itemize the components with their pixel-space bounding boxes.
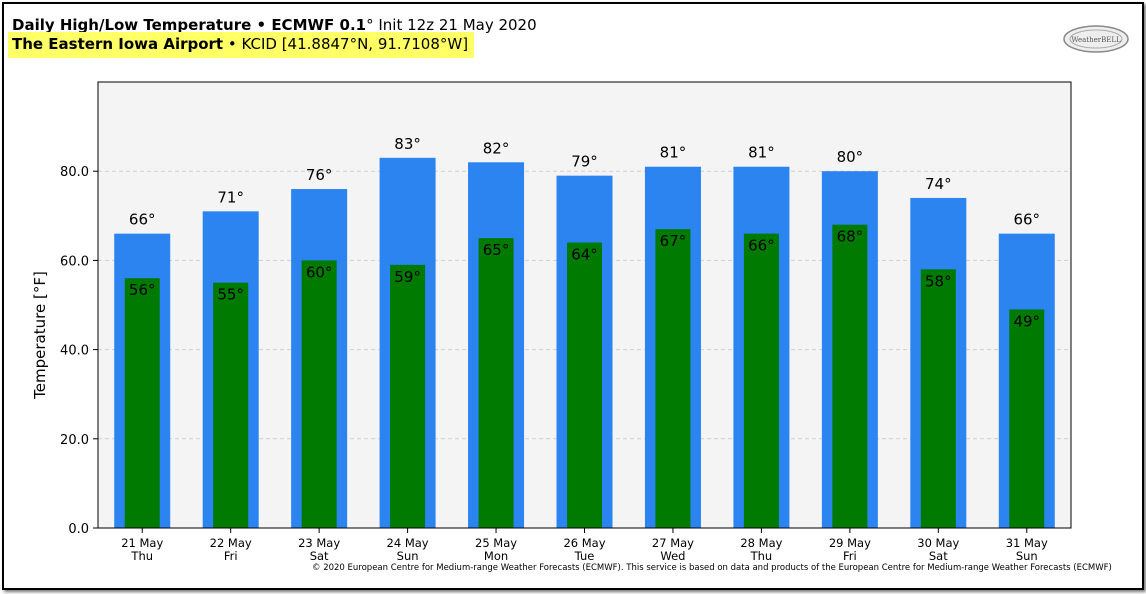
low-value-label: 55° — [217, 286, 244, 304]
location-label: The Eastern Iowa Airport • KCID [41.8847… — [8, 32, 475, 58]
high-value-label: 81° — [660, 144, 687, 162]
low-bar — [390, 264, 426, 528]
x-tick-label-date: 25 May — [475, 536, 517, 550]
high-value-label: 66° — [1013, 211, 1040, 229]
x-tick-label-weekday: Fri — [843, 549, 857, 563]
low-value-label: 68° — [837, 228, 864, 246]
low-bar — [832, 224, 868, 528]
low-value-label: 64° — [571, 246, 598, 264]
low-value-label: 60° — [306, 263, 333, 281]
low-bar — [567, 242, 602, 528]
x-tick-label-weekday: Sat — [310, 549, 329, 563]
high-value-label: 66° — [129, 211, 156, 229]
low-value-label: 67° — [660, 232, 687, 250]
high-value-label: 76° — [306, 166, 333, 184]
low-bar — [743, 233, 779, 528]
x-tick-label-weekday: Mon — [484, 549, 508, 563]
x-tick-label-date: 21 May — [121, 536, 163, 550]
high-value-label: 82° — [483, 139, 510, 157]
x-tick-label-weekday: Thu — [750, 549, 773, 563]
y-tick-label: 60.0 — [60, 254, 89, 269]
x-tick-label-date: 23 May — [298, 536, 340, 550]
chart-title: Daily High/Low Temperature • ECMWF 0.1° … — [12, 16, 537, 34]
y-tick-label: 40.0 — [60, 344, 89, 359]
low-value-label: 65° — [483, 241, 510, 259]
low-bar — [1009, 309, 1045, 528]
logo-text: WeatherBELL — [1071, 36, 1121, 44]
x-tick-label-date: 29 May — [829, 536, 871, 550]
low-value-label: 59° — [394, 268, 421, 286]
low-value-label: 66° — [748, 237, 775, 255]
x-tick-label-date: 27 May — [652, 536, 694, 550]
weatherbell-logo-icon: WeatherBELL — [1063, 25, 1129, 53]
copyright-note: © 2020 European Centre for Medium-range … — [312, 563, 1112, 573]
x-tick-label-date: 22 May — [210, 536, 252, 550]
plot-border — [97, 81, 1072, 529]
low-value-label: 58° — [925, 272, 952, 290]
y-tick-label: 80.0 — [60, 165, 89, 180]
y-tick-label: 20.0 — [60, 433, 89, 448]
high-value-label: 80° — [837, 148, 864, 166]
low-bar — [213, 282, 249, 528]
x-tick-label-date: 30 May — [917, 536, 959, 550]
low-bar — [920, 269, 956, 528]
x-tick-label-date: 26 May — [563, 536, 605, 550]
low-bar — [301, 260, 337, 528]
x-tick-label-weekday: Wed — [660, 549, 685, 563]
x-tick-label-date: 31 May — [1006, 536, 1048, 550]
x-tick-label-date: 28 May — [740, 536, 782, 550]
low-bar — [655, 229, 691, 528]
y-tick-label: 0.0 — [68, 522, 89, 537]
high-value-label: 83° — [394, 135, 421, 153]
low-bar — [124, 278, 160, 528]
low-value-label: 49° — [1013, 312, 1040, 330]
high-value-label: 79° — [571, 153, 598, 171]
x-tick-label-weekday: Sun — [397, 549, 419, 563]
y-axis-label: Temperature [°F] — [31, 271, 49, 400]
x-tick-label-weekday: Tue — [574, 549, 595, 563]
low-bar — [478, 238, 514, 528]
x-tick-label-weekday: Sun — [1016, 549, 1038, 563]
x-tick-label-date: 24 May — [387, 536, 429, 550]
high-value-label: 74° — [925, 175, 952, 193]
x-tick-label-weekday: Thu — [130, 549, 153, 563]
high-value-label: 71° — [217, 188, 244, 206]
x-tick-label-weekday: Sat — [929, 549, 948, 563]
low-value-label: 56° — [129, 281, 156, 299]
x-tick-label-weekday: Fri — [224, 549, 238, 563]
high-value-label: 81° — [748, 144, 775, 162]
